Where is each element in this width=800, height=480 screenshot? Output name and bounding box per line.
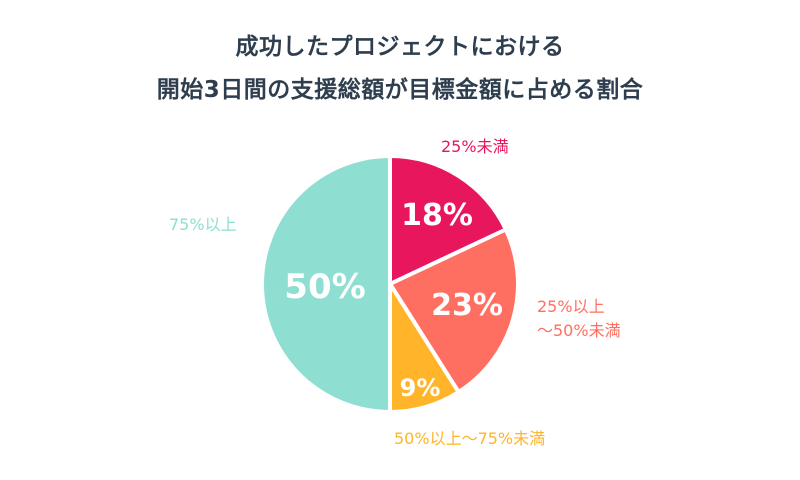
slice-25-50 (388, 227, 520, 395)
category-label-under25: 25%未満 (441, 137, 509, 156)
category-label-25-50-line2: ～50%未満 (537, 321, 621, 340)
category-label-over75: 75%以上 (169, 215, 237, 234)
slice-value-50-75: 9% (400, 374, 441, 402)
slice-under25 (388, 154, 508, 286)
slice-over75 (260, 154, 392, 414)
pie-slices (260, 154, 520, 414)
category-label-25-50-line1: 25%以上 (537, 297, 605, 316)
chart-title-line-2: 開始3日間の支援総額が目標金額に占める割合 (156, 77, 644, 103)
slice-value-over75: 50% (284, 267, 365, 307)
chart-title-line-1: 成功したプロジェクトにおける (235, 34, 565, 60)
slice-value-under25: 18% (401, 198, 473, 233)
slice-value-25-50: 23% (431, 288, 503, 323)
category-label-50-75: 50%以上～75%未満 (394, 429, 546, 448)
